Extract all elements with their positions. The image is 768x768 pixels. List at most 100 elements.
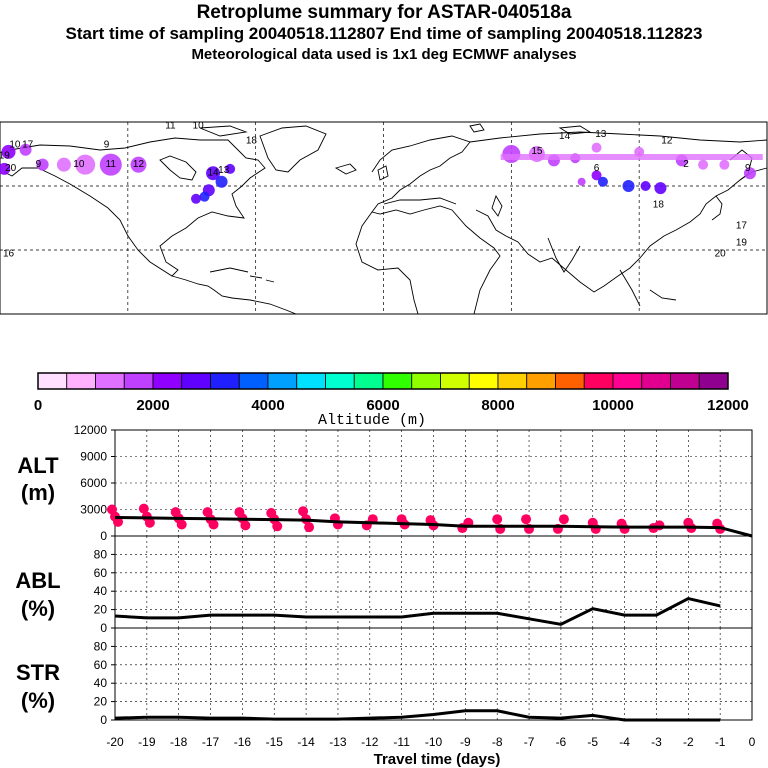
trajectory-day-label: 20 bbox=[5, 163, 17, 174]
colorbar-axis-label: Altitude (m) bbox=[318, 412, 426, 429]
panel-label: STR bbox=[16, 660, 60, 685]
altitude-point bbox=[113, 516, 123, 527]
y-tick-label: 20 bbox=[94, 695, 108, 709]
trajectory-cluster-marker bbox=[577, 177, 586, 186]
trajectory-cluster-marker bbox=[591, 142, 602, 153]
time-series-panels: 120009000600030000ALT(m)806040200ABL(%)8… bbox=[15, 423, 755, 749]
trajectory-day-label: 10 bbox=[9, 140, 21, 151]
altitude-point bbox=[558, 514, 569, 525]
trajectory-day-label: 9 bbox=[104, 140, 110, 151]
coastline-se-asia bbox=[619, 269, 677, 307]
x-tick-label: -5 bbox=[587, 735, 598, 749]
trajectory-day-label: 18 bbox=[246, 135, 258, 146]
y-tick-label: 40 bbox=[94, 676, 108, 690]
colorbar-swatch bbox=[411, 372, 441, 390]
trajectory-cluster-marker bbox=[99, 153, 122, 176]
colorbar-swatch bbox=[325, 372, 355, 390]
x-tick-label: -10 bbox=[425, 735, 443, 749]
trajectory-cluster-marker bbox=[591, 170, 602, 181]
trajectory-cluster-marker bbox=[225, 163, 236, 174]
coastline-asia bbox=[469, 131, 768, 293]
colorbar-swatch bbox=[210, 372, 240, 390]
x-tick-label: -19 bbox=[138, 735, 156, 749]
coastline-iceland bbox=[334, 163, 357, 175]
panel-unit: (%) bbox=[21, 596, 55, 621]
trajectory-day-label: 9 bbox=[36, 159, 42, 170]
altitude-colorbar: 0 2000 4000 6000 8000 10000 12000 Altitude (m) bbox=[34, 372, 749, 429]
trajectory-day-label: 14 bbox=[559, 131, 571, 142]
trajectory-band bbox=[500, 154, 763, 160]
altitude-point bbox=[138, 503, 149, 514]
altitude-point bbox=[272, 521, 283, 532]
abl-fraction-line bbox=[114, 596, 721, 626]
panel-alt: 12000 9000 6000 3000 0 ALT(m) bbox=[17, 423, 753, 543]
x-tick-label: -12 bbox=[361, 735, 379, 749]
trajectory-cluster-marker bbox=[206, 166, 221, 181]
coastline-india bbox=[547, 237, 581, 273]
y-tick-label: 80 bbox=[94, 547, 108, 561]
x-tick-label: 0 bbox=[749, 735, 756, 749]
trajectory-day-label: 9 bbox=[745, 163, 751, 174]
colorbar-swatches bbox=[37, 372, 729, 390]
trajectory-day-label: 12 bbox=[133, 159, 145, 170]
panel-str: 80 60 40 20 0 STR (%) bbox=[16, 627, 753, 727]
colorbar-swatch bbox=[66, 372, 96, 390]
colorbar-tick-label: 12000 bbox=[707, 397, 749, 414]
colorbar-tick-label: 6000 bbox=[366, 397, 399, 414]
trajectory-day-label: 13 bbox=[595, 129, 607, 140]
trajectory-cluster-marker bbox=[698, 159, 709, 170]
trajectory-cluster-marker bbox=[0, 162, 11, 175]
coastline-greenland bbox=[259, 125, 327, 173]
colorbar-swatch bbox=[37, 372, 68, 390]
panel-label: ALT bbox=[17, 453, 59, 478]
x-tick-label: -7 bbox=[524, 735, 535, 749]
panel-unit: (%) bbox=[21, 688, 55, 713]
colorbar-swatch bbox=[670, 372, 700, 390]
y-tick-label: 12000 bbox=[74, 423, 108, 437]
trajectory-day-label: 2 bbox=[683, 159, 689, 170]
colorbar-swatch bbox=[641, 372, 671, 390]
coastline-europe bbox=[371, 135, 471, 215]
coastline-hudson-bay bbox=[159, 155, 197, 181]
colorbar-swatch bbox=[123, 372, 154, 390]
altitude-point bbox=[176, 519, 187, 530]
x-tick-label: -1 bbox=[715, 735, 726, 749]
x-tick-label: -8 bbox=[492, 735, 503, 749]
trajectory-cluster-marker bbox=[597, 176, 608, 187]
x-tick-label: -3 bbox=[651, 735, 662, 749]
colorbar-swatch bbox=[497, 372, 528, 390]
coastline-africa bbox=[355, 209, 501, 315]
x-tick-label: -14 bbox=[297, 735, 315, 749]
altitude-point bbox=[492, 514, 503, 525]
trajectory-day-label: 13 bbox=[218, 165, 230, 176]
panel-unit: (m) bbox=[21, 480, 55, 505]
trajectory-day-label: 17 bbox=[736, 221, 748, 232]
x-tick-label: -16 bbox=[234, 735, 252, 749]
y-tick-label: 3000 bbox=[80, 503, 107, 517]
x-tick-label: -9 bbox=[460, 735, 471, 749]
trajectory-day-label: 17 bbox=[22, 140, 34, 151]
trajectory-cluster-marker bbox=[36, 158, 49, 171]
trajectory-day-label: 20 bbox=[715, 248, 727, 259]
coastline-arctic-islands bbox=[199, 123, 592, 137]
colorbar-tick-label: 4000 bbox=[251, 397, 284, 414]
altitude-point bbox=[298, 506, 309, 517]
trajectory-cluster-marker bbox=[743, 167, 756, 180]
colorbar-swatch bbox=[382, 372, 413, 390]
trajectory-day-label: 10 bbox=[73, 159, 85, 170]
colorbar-tick-label: 10000 bbox=[592, 397, 634, 414]
trajectory-cluster-marker bbox=[622, 180, 635, 192]
y-tick-label: 60 bbox=[94, 658, 108, 672]
x-tick-label: -6 bbox=[556, 735, 567, 749]
trajectory-cluster-marker bbox=[191, 193, 202, 204]
colorbar-swatch bbox=[181, 372, 211, 390]
colorbar-tick-label: 8000 bbox=[481, 397, 514, 414]
colorbar-frame bbox=[37, 372, 729, 390]
coastline-caspian bbox=[491, 194, 503, 217]
panel-label: ABL bbox=[15, 568, 60, 593]
altitude-median-line bbox=[114, 515, 753, 538]
y-tick-label: 9000 bbox=[80, 450, 107, 464]
trajectory-day-label: 19 bbox=[736, 238, 748, 249]
